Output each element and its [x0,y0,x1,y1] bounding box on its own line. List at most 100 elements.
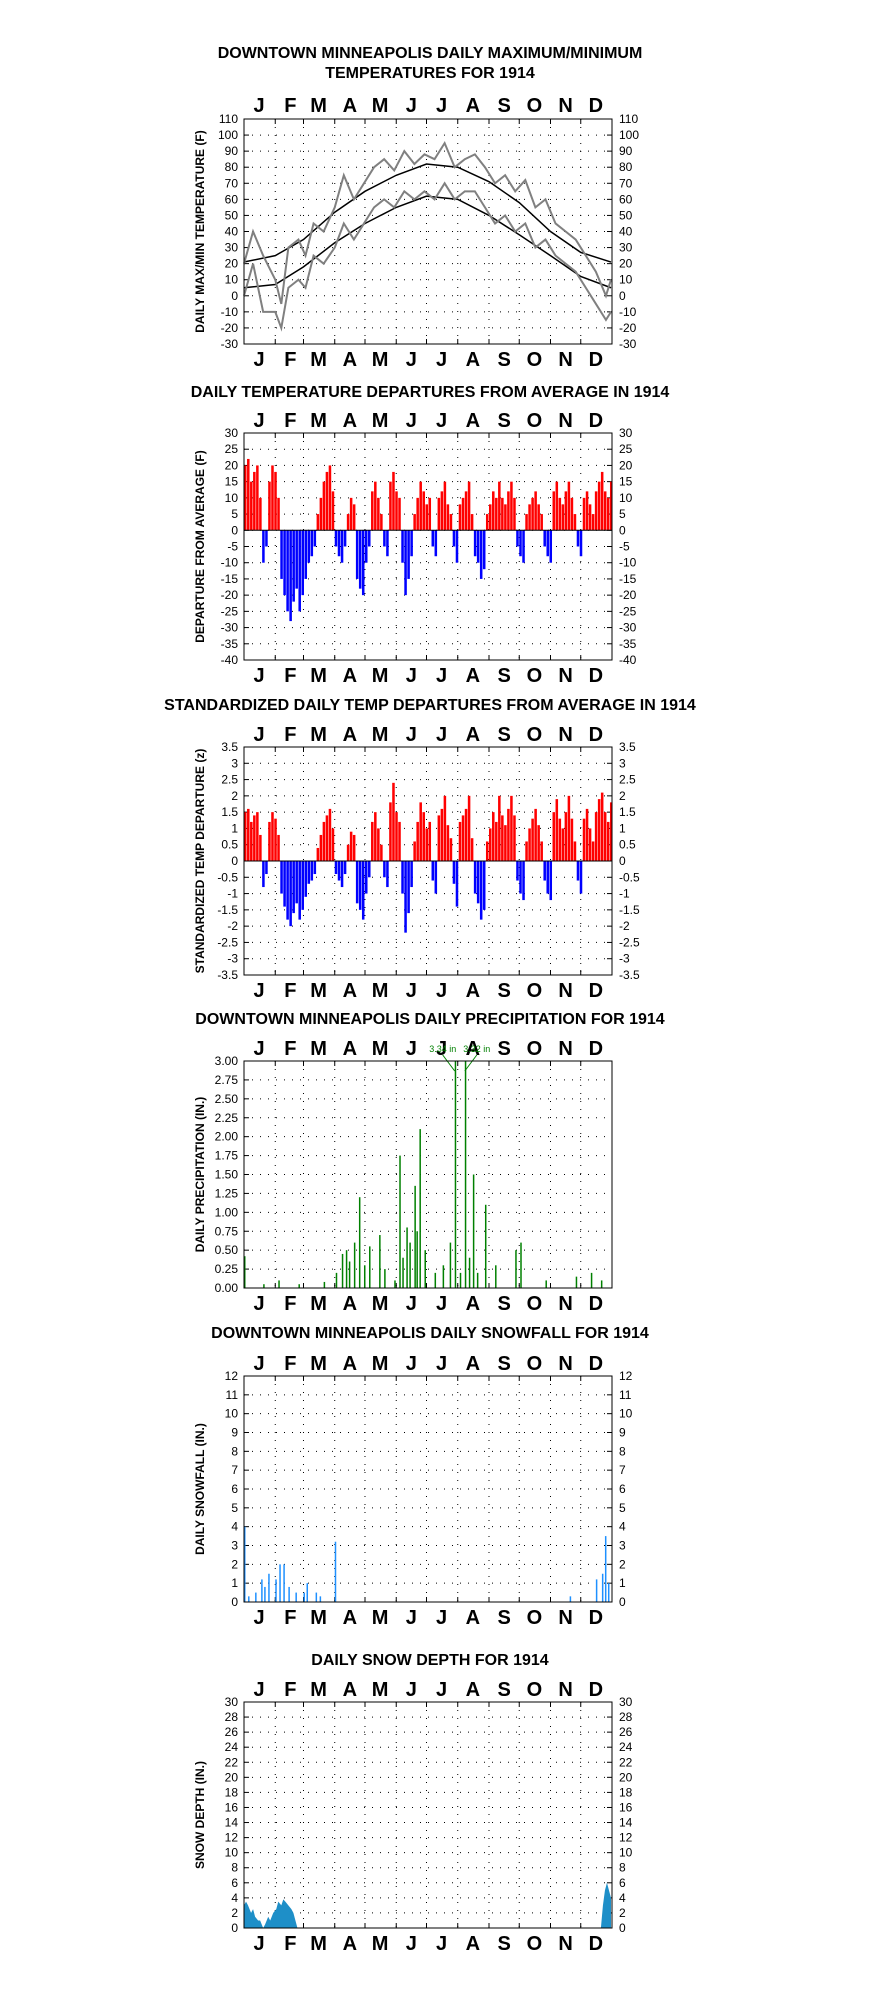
month-label-top: F [284,1353,296,1375]
departure-bar [573,514,577,531]
y-tick-label-right: 2 [619,1557,626,1571]
daily-bar [348,1261,351,1288]
departure-bar [498,795,501,861]
month-label-bottom: F [284,980,296,1002]
daily-bar [399,1155,401,1288]
month-label-top: J [436,410,447,432]
departure-bar [519,530,522,557]
departure-bar [594,491,598,531]
y-tick-label-left: 9 [231,1426,238,1440]
month-label-bottom: J [436,349,447,371]
departure-bar [461,815,465,861]
month-label-top: A [343,1353,357,1375]
departure-bar [576,861,580,881]
y-tick-label-right: -3.5 [619,968,640,982]
month-label-top: J [254,1353,265,1375]
departure-bar [573,841,577,861]
month-label-top: D [589,410,603,432]
y-tick-label-left: 2 [231,1906,238,1920]
departure-bar [313,530,317,547]
chart-standardized: STANDARDIZED DAILY TEMP DEPARTURES FROM … [164,697,696,1002]
grid [244,1061,612,1288]
month-label-top: J [254,410,265,432]
daily-bar [278,1280,280,1288]
month-label-top: A [343,724,357,746]
plot-frame [243,1701,613,1929]
y-tick-label-left: 10 [225,273,239,287]
y-tick-label-right: 26 [619,1725,633,1739]
y-tick-label-right: 1 [619,1576,626,1590]
daily-bar [261,1579,263,1602]
departure-bar [576,530,580,547]
month-label-top: A [466,1679,480,1701]
month-label-top: A [343,1679,357,1701]
y-tick-label-right: -30 [619,621,637,635]
departure-bar [355,530,359,579]
departure-bar [256,465,259,531]
y-tick-label-left: 6 [231,1876,238,1890]
departure-bar [479,530,483,579]
daily-bar [575,1276,578,1288]
departure-bar [455,861,459,907]
month-label-bottom: O [527,1293,543,1315]
y-tick-label-right: 25 [619,442,633,456]
month-label-bottom: J [254,1607,265,1629]
daily-bar [424,1250,426,1288]
y-tick-label-left: 4 [231,1891,238,1905]
y-tick-label-right: 8 [619,1444,626,1458]
departure-bar [428,497,432,531]
month-label-bottom: M [372,665,389,687]
departure-bar [537,504,540,531]
month-label-bottom: A [466,980,480,1002]
y-tick-label-left: 2.5 [221,773,238,787]
departure-bar [328,808,332,861]
month-label-top: J [406,724,417,746]
departure-bar [289,861,292,927]
departure-bar [525,514,528,531]
departure-bar [437,497,441,531]
daily-bar [363,1265,366,1288]
annotation-leader [442,1054,456,1072]
chart-precip: DOWNTOWN MINNEAPOLIS DAILY PRECIPITATION… [193,1011,665,1315]
departure-bar [425,828,429,861]
month-label-top: J [436,95,447,117]
departure-bar [331,828,335,861]
y-tick-label-right: 20 [619,257,633,271]
departure-bar [343,530,347,547]
departure-bar [461,497,465,531]
departure-bar [307,530,311,563]
departure-bar [383,861,386,878]
departure-bar [519,861,522,894]
y-tick-label-right: 28 [619,1710,633,1724]
y-tick-label-left: 0.50 [215,1243,239,1257]
departure-bar [398,821,401,861]
y-tick-label-left: 26 [225,1725,239,1739]
departure-bar [395,491,398,531]
y-tick-label-right: 6 [619,1876,626,1890]
month-label-top: O [527,1353,543,1375]
y-tick-label-left: 3.5 [221,740,238,754]
departure-bar [271,812,274,861]
y-tick-label-left: 10 [225,491,239,505]
month-label-top: N [558,1353,572,1375]
departure-bar [485,514,489,531]
departure-bar [392,471,395,531]
month-label-bottom: F [284,1293,296,1315]
month-label-bottom: J [406,1933,417,1955]
y-tick-label-right: -35 [619,637,637,651]
y-tick-label-right: 50 [619,208,633,222]
y-tick-label-left: 12 [225,1831,239,1845]
month-label-bottom: J [406,665,417,687]
y-tick-label-right: 12 [619,1831,633,1845]
month-label-bottom: O [527,1933,543,1955]
departure-bar [449,514,453,531]
y-tick-label-left: 0 [231,1921,238,1935]
departure-bar [340,861,344,888]
month-label-bottom: A [343,1607,357,1629]
departure-bar [401,530,404,563]
departure-bar [582,497,586,531]
chart-departure: DAILY TEMPERATURE DEPARTURES FROM AVERAG… [191,384,670,687]
daily-bar [520,1242,522,1288]
y-tick-label-right: 0 [619,289,626,303]
y-axis-label: DAILY PRECIPITATION (IN.) [193,1097,207,1253]
